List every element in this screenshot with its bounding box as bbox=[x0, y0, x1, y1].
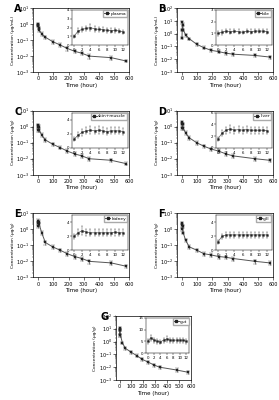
X-axis label: Time (hour): Time (hour) bbox=[137, 390, 170, 396]
Y-axis label: Concentration (μg/g): Concentration (μg/g) bbox=[11, 120, 15, 166]
Legend: plasma: plasma bbox=[103, 10, 127, 17]
Text: G: G bbox=[101, 312, 109, 322]
Y-axis label: Concentration (μg/g): Concentration (μg/g) bbox=[93, 325, 97, 371]
Legend: gut: gut bbox=[173, 318, 189, 325]
Legend: bile: bile bbox=[255, 10, 271, 17]
X-axis label: Time (hour): Time (hour) bbox=[65, 185, 98, 190]
Legend: gill: gill bbox=[256, 216, 271, 222]
Text: E: E bbox=[14, 209, 21, 219]
X-axis label: Time (hour): Time (hour) bbox=[65, 288, 98, 293]
Text: A: A bbox=[14, 4, 22, 14]
Y-axis label: Concentration (μg/g): Concentration (μg/g) bbox=[155, 222, 159, 268]
Y-axis label: Concentration (μg/mL): Concentration (μg/mL) bbox=[155, 16, 159, 65]
Legend: skin+muscle: skin+muscle bbox=[91, 113, 127, 120]
Legend: liver: liver bbox=[253, 113, 271, 120]
X-axis label: Time (hour): Time (hour) bbox=[209, 185, 242, 190]
X-axis label: Time (hour): Time (hour) bbox=[209, 288, 242, 293]
Text: B: B bbox=[158, 4, 166, 14]
Text: D: D bbox=[158, 107, 166, 117]
Y-axis label: Concentration (μg/g): Concentration (μg/g) bbox=[155, 120, 159, 166]
X-axis label: Time (hour): Time (hour) bbox=[65, 83, 98, 88]
X-axis label: Time (hour): Time (hour) bbox=[209, 83, 242, 88]
Y-axis label: Concentration (μg/mL): Concentration (μg/mL) bbox=[11, 16, 15, 65]
Legend: kidney: kidney bbox=[104, 216, 127, 222]
Y-axis label: Concentration (μg/g): Concentration (μg/g) bbox=[11, 222, 15, 268]
Text: F: F bbox=[158, 209, 165, 219]
Text: C: C bbox=[14, 107, 21, 117]
